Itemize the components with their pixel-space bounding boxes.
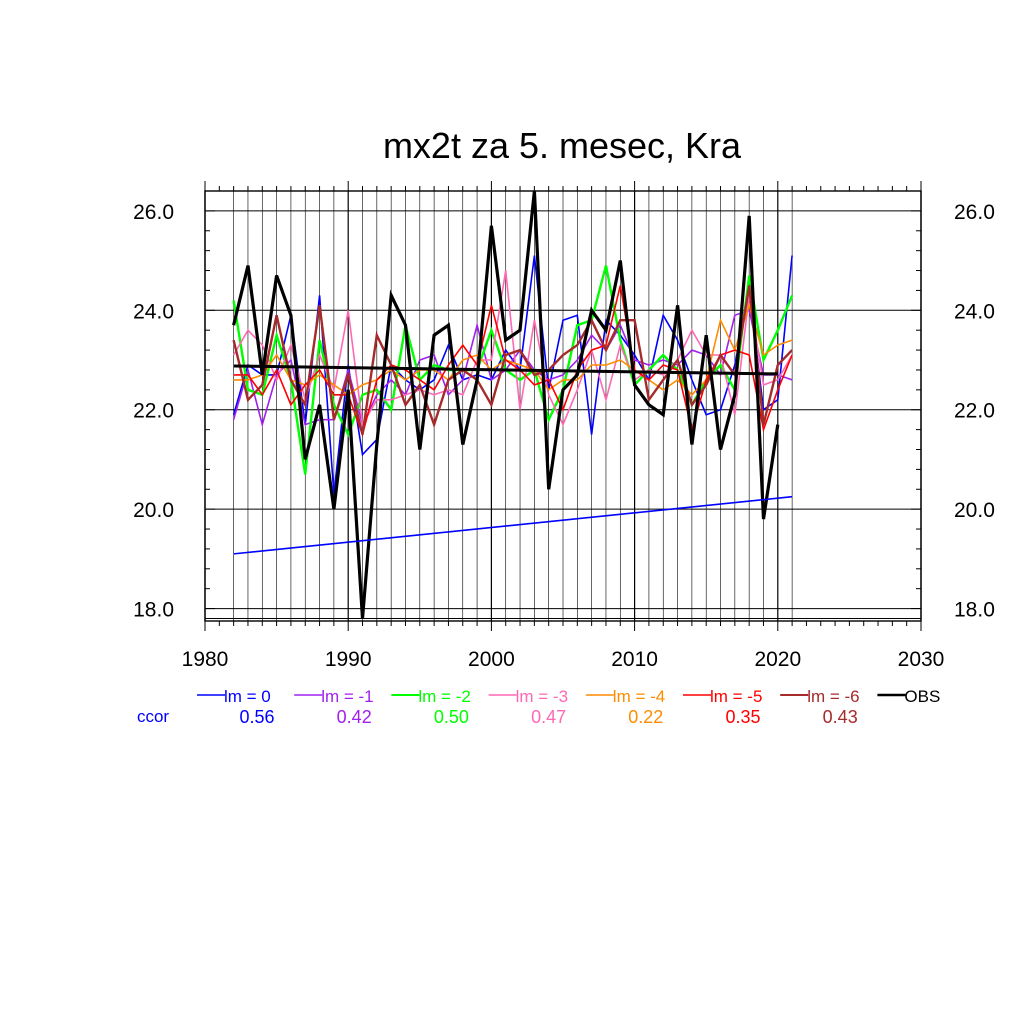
- x-tick-label: 2000: [468, 648, 515, 671]
- legend-label-3: lm = -3: [516, 687, 568, 706]
- legend-label-5: lm = -5: [710, 687, 762, 706]
- y-tick-label-right: 24.0: [954, 300, 995, 323]
- ccor-value-3: 0.47: [531, 707, 566, 727]
- legend-label-1: lm = -1: [321, 687, 373, 706]
- legend-label-2: lm = -2: [418, 687, 470, 706]
- y-tick-label-left: 18.0: [133, 599, 174, 622]
- legend-label-0: lm = 0: [224, 687, 271, 706]
- series-layer: [232, 190, 794, 619]
- series-line-5: [233, 285, 793, 438]
- ccor-value-1: 0.42: [337, 707, 372, 727]
- ccor-value-5: 0.35: [725, 707, 760, 727]
- y-tick-label-left: 24.0: [133, 300, 174, 323]
- ccor-label: ccor: [137, 707, 169, 726]
- ccor-value-0: 0.56: [239, 707, 274, 727]
- trend-line-1: [233, 495, 793, 555]
- chart-title: mx2t za 5. mesec, Kra: [383, 125, 742, 166]
- y-tick-label-right: 26.0: [954, 201, 995, 224]
- y-tick-label-right: 18.0: [954, 599, 995, 622]
- legend-label-7: OBS: [904, 687, 940, 706]
- ccor-value-6: 0.43: [823, 707, 858, 727]
- trend-line-0: [233, 364, 778, 376]
- y-tick-label-left: 22.0: [133, 400, 174, 423]
- series-line-1: [232, 309, 793, 428]
- legend-label-6: lm = -6: [807, 687, 859, 706]
- x-tick-label: 2030: [898, 648, 945, 671]
- y-tick-label-right: 20.0: [954, 499, 995, 522]
- y-tick-label-right: 22.0: [954, 400, 995, 423]
- series-line-7: [232, 190, 780, 619]
- axis-layer: 18.0 18.0 20.0 20.0 22.0 22.0 24.0 24.0 26.0 26.0…: [133, 181, 995, 671]
- ccor-value-4: 0.22: [628, 707, 663, 727]
- y-tick-label-left: 26.0: [133, 201, 174, 224]
- legend-label-4: lm = -4: [613, 687, 665, 706]
- x-tick-label: 2010: [611, 648, 658, 671]
- x-tick-label: 2020: [754, 648, 801, 671]
- x-tick-label: 1990: [325, 648, 372, 671]
- series-line-3: [232, 270, 793, 428]
- x-tick-label: 1980: [182, 648, 229, 671]
- ccor-value-2: 0.50: [434, 707, 469, 727]
- y-tick-label-left: 20.0: [133, 499, 174, 522]
